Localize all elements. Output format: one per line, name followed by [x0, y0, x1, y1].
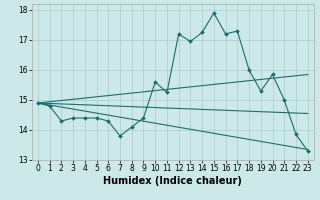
X-axis label: Humidex (Indice chaleur): Humidex (Indice chaleur): [103, 176, 242, 186]
